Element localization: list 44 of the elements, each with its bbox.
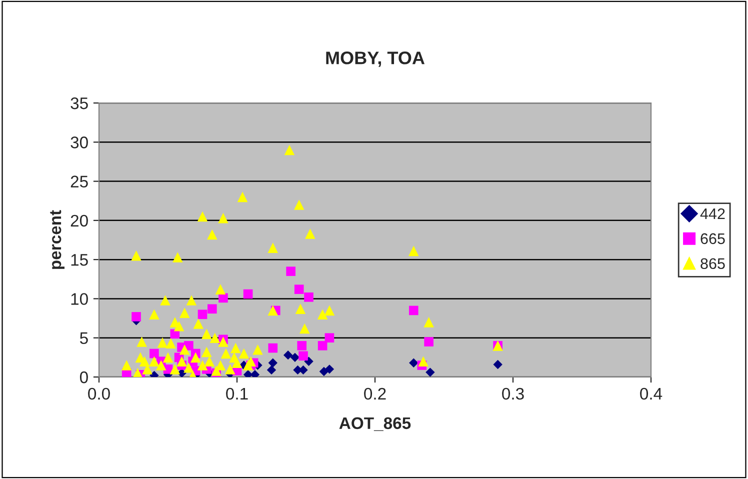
- point: [290, 352, 300, 362]
- point: [324, 333, 334, 343]
- point: [424, 337, 434, 346]
- point: [408, 306, 418, 316]
- y-tick-label: 35: [70, 97, 88, 110]
- point: [268, 343, 278, 353]
- x-tick-label: 0.1: [226, 388, 248, 400]
- point: [426, 368, 435, 377]
- legend-label: 442: [700, 208, 725, 220]
- point: [286, 266, 296, 276]
- y-tick-label: 20: [70, 214, 88, 227]
- point: [150, 348, 159, 358]
- point: [243, 289, 253, 299]
- point: [324, 364, 334, 374]
- point: [218, 293, 228, 303]
- point: [283, 350, 293, 360]
- y-tick-label: 15: [71, 254, 88, 266]
- y-axis-title: percent: [50, 210, 64, 269]
- point: [132, 312, 141, 322]
- x-tick-label: 0.2: [364, 388, 386, 400]
- point: [268, 358, 278, 368]
- point: [294, 284, 304, 294]
- point: [409, 358, 418, 368]
- point: [297, 341, 307, 350]
- x-axis-title: AOT_865: [339, 417, 411, 431]
- y-tick-label: 30: [70, 136, 88, 148]
- x-tick-label: 0.4: [640, 388, 662, 400]
- point: [266, 365, 276, 375]
- x-tick-label: 0.0: [88, 388, 110, 400]
- legend-label: 665: [700, 233, 725, 244]
- y-tick-label: 0: [80, 371, 88, 384]
- point: [298, 351, 308, 361]
- point: [304, 292, 314, 302]
- legend-label: 865: [700, 258, 725, 270]
- chart-title: MOBY, TOA: [326, 52, 425, 67]
- y-tick-label: 25: [70, 176, 88, 188]
- point: [318, 341, 328, 350]
- point: [208, 304, 217, 314]
- point: [319, 366, 329, 376]
- point: [493, 360, 502, 370]
- y-tick-label: 5: [80, 332, 88, 344]
- point: [198, 310, 208, 320]
- y-tick-label: 10: [71, 293, 88, 305]
- x-tick-label: 0.3: [502, 388, 524, 400]
